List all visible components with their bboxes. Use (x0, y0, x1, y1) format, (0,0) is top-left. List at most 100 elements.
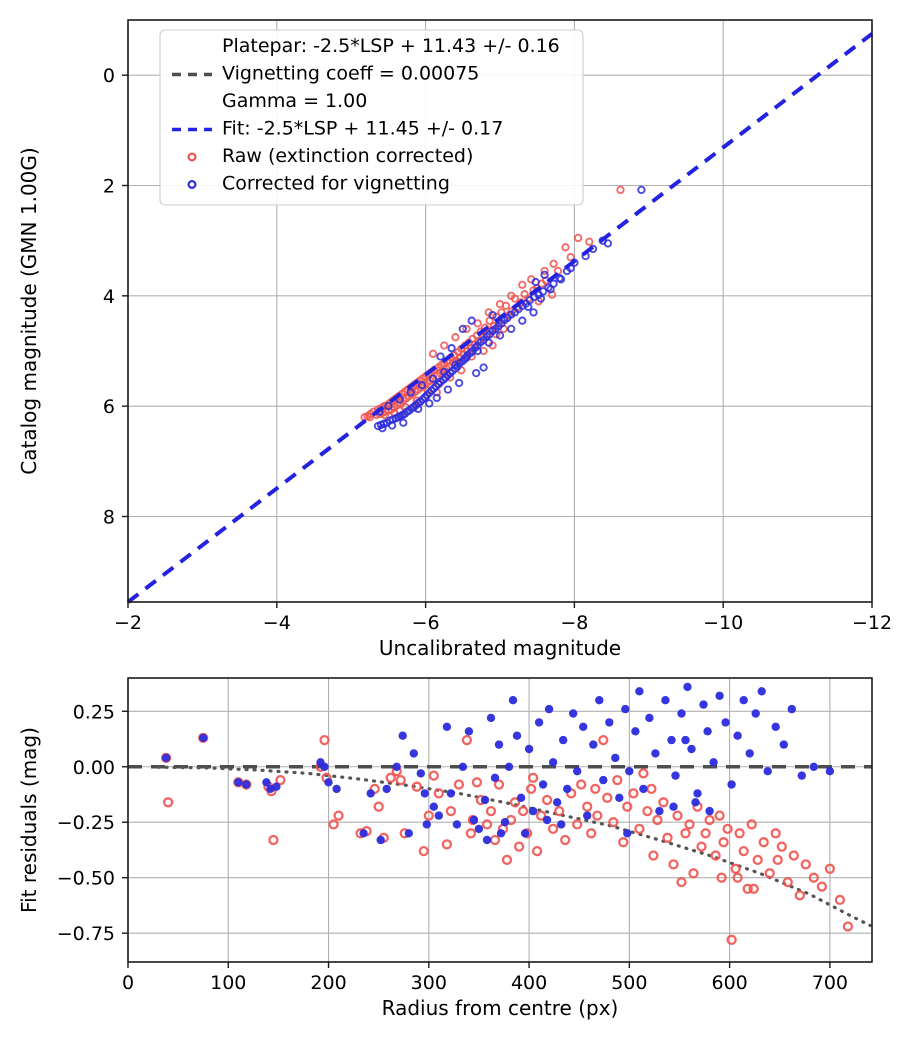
y-axis-title: Catalog magnitude (GMN 1.00G) (17, 147, 41, 474)
data-point (745, 749, 754, 758)
data-point (668, 859, 679, 870)
data-point (509, 797, 521, 808)
data-point (272, 782, 281, 791)
x-tick-label: 300 (411, 972, 447, 994)
data-point (734, 828, 745, 839)
data-point (414, 404, 423, 414)
data-point (579, 722, 588, 731)
data-point (700, 828, 711, 839)
data-point (395, 774, 406, 786)
data-point (540, 270, 549, 280)
x-tick-label: −6 (412, 612, 440, 634)
data-point (489, 834, 501, 846)
data-point (404, 829, 413, 838)
data-point (583, 811, 592, 820)
data-point (428, 770, 439, 781)
data-point (691, 798, 700, 807)
data-point (628, 788, 639, 799)
x-axis-title: Uncalibrated magnitude (379, 636, 621, 660)
data-point (585, 237, 594, 246)
data-point (538, 780, 548, 789)
data-point (667, 735, 676, 745)
data-point (603, 239, 613, 248)
data-point (569, 709, 578, 718)
data-point (715, 691, 724, 700)
legend: Platepar: -2.5*LSP + 11.43 +/- 0.16 Vigne… (159, 29, 584, 206)
data-point (669, 802, 678, 811)
data-point (612, 774, 623, 786)
data-point (605, 718, 614, 727)
data-point (428, 374, 438, 383)
data-point (425, 399, 434, 408)
data-point (599, 775, 608, 785)
y-tick-label: −0.50 (57, 868, 115, 890)
data-point (384, 402, 393, 411)
y-tick-label: 4 (103, 286, 115, 308)
data-point (275, 774, 286, 786)
data-point (763, 767, 772, 776)
data-point (549, 259, 558, 268)
data-point (432, 393, 441, 403)
data-point (794, 890, 805, 901)
data-point (520, 829, 530, 838)
data-point (546, 285, 555, 294)
data-point (471, 777, 483, 788)
data-point (688, 868, 699, 879)
data-point (676, 876, 687, 888)
data-point (406, 388, 415, 397)
data-point (479, 363, 488, 372)
data-point (373, 801, 384, 812)
data-point (461, 734, 473, 746)
data-point (474, 824, 484, 834)
data-point (658, 797, 669, 808)
data-point (684, 819, 695, 830)
data-point (199, 733, 208, 743)
fit-residuals-panel: 0 100 200 300 400 500 600 700 0.25 0.00 −0.25 −0.50… (17, 677, 873, 1020)
data-point (787, 704, 796, 714)
data-point (473, 346, 482, 356)
data-point (559, 735, 568, 745)
data-point (429, 802, 438, 811)
series-corrected (161, 682, 835, 845)
data-point (661, 696, 670, 705)
data-point (332, 784, 341, 794)
data-point (484, 338, 493, 347)
data-point (441, 839, 453, 850)
data-point (572, 819, 583, 830)
data-point (485, 805, 497, 817)
data-point (553, 798, 562, 807)
data-point (696, 841, 707, 852)
data-point (541, 794, 553, 806)
data-point (481, 819, 493, 830)
data-point (418, 845, 429, 857)
data-point (709, 758, 718, 767)
data-point (417, 381, 427, 390)
data-point (524, 302, 533, 312)
data-point (454, 378, 464, 388)
data-point (320, 762, 329, 771)
legend-marker-dot-blue (187, 180, 197, 190)
x-axis-title: Radius from centre (px) (382, 996, 619, 1020)
y-tick-label: 2 (103, 175, 115, 197)
data-point (328, 819, 339, 830)
data-point (490, 773, 500, 782)
data-point (319, 734, 330, 746)
data-point (825, 767, 835, 776)
data-point (467, 316, 476, 325)
fit-line (126, 32, 874, 604)
data-point (469, 815, 479, 825)
data-point (440, 341, 449, 350)
data-point (423, 810, 434, 821)
magnitude-calibration-panel: −2 −4 −6 −8 −10 −12 0 2 4 6 8 Uncalibrated magnitud… (17, 19, 892, 660)
data-point (625, 767, 634, 776)
x-tick-label: 200 (310, 972, 346, 994)
data-point (561, 243, 570, 252)
data-point (705, 806, 714, 816)
data-point (608, 817, 619, 828)
data-point (451, 333, 460, 342)
data-point (722, 823, 733, 835)
data-point (507, 291, 516, 300)
data-point (442, 722, 452, 731)
data-point (387, 421, 397, 430)
data-point (458, 324, 467, 334)
